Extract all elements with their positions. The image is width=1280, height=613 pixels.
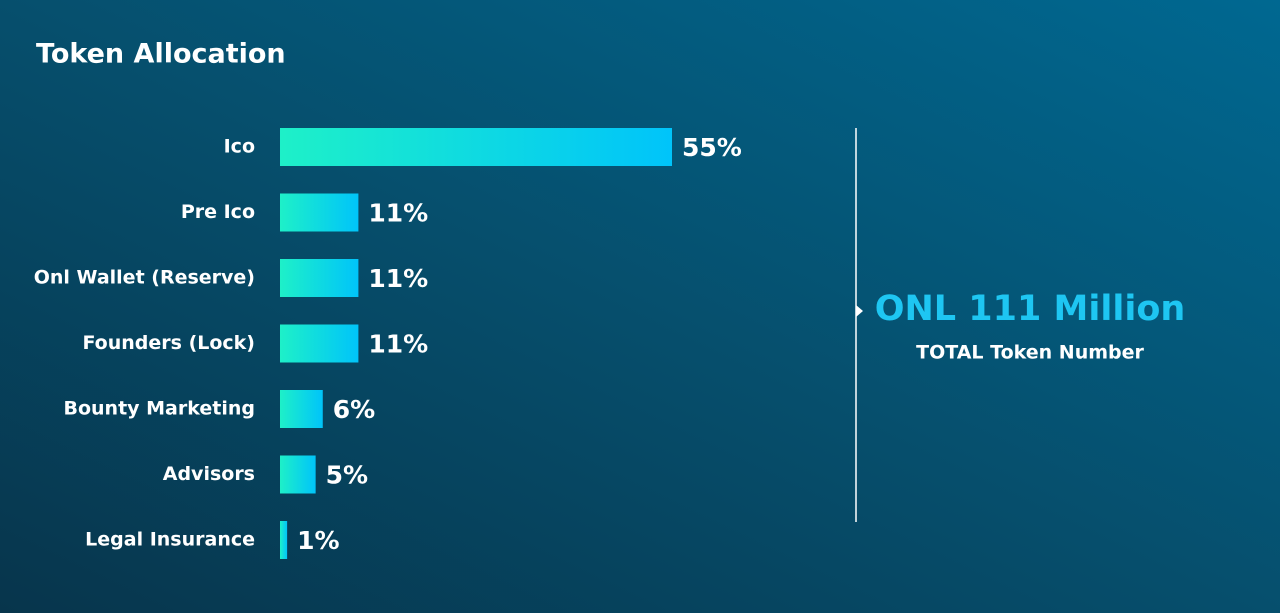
bar xyxy=(280,259,359,297)
value-label: 11% xyxy=(368,330,428,359)
bar xyxy=(280,521,288,559)
value-label: 6% xyxy=(333,395,375,424)
category-label: Advisors xyxy=(163,463,255,485)
bar xyxy=(280,455,316,494)
bar xyxy=(280,324,359,363)
total-caption: TOTAL Token Number xyxy=(916,342,1144,364)
category-label: Bounty Marketing xyxy=(63,398,255,420)
total-headline: ONL 111 Million xyxy=(875,289,1186,329)
value-label: 55% xyxy=(682,133,742,162)
category-label: Legal Insurance xyxy=(85,529,255,551)
value-label: 1% xyxy=(297,526,339,555)
category-label: Onl Wallet (Reserve) xyxy=(34,267,255,289)
bar xyxy=(280,128,672,166)
divider-arrow xyxy=(856,305,863,317)
value-label: 5% xyxy=(326,461,368,490)
category-label: Founders (Lock) xyxy=(82,332,255,354)
bar xyxy=(280,193,359,232)
chart-title: Token Allocation xyxy=(36,39,286,70)
category-label: Pre Ico xyxy=(181,201,255,223)
value-label: 11% xyxy=(368,264,428,293)
value-label: 11% xyxy=(368,199,428,228)
bar xyxy=(280,390,323,428)
category-label: Ico xyxy=(224,136,255,158)
